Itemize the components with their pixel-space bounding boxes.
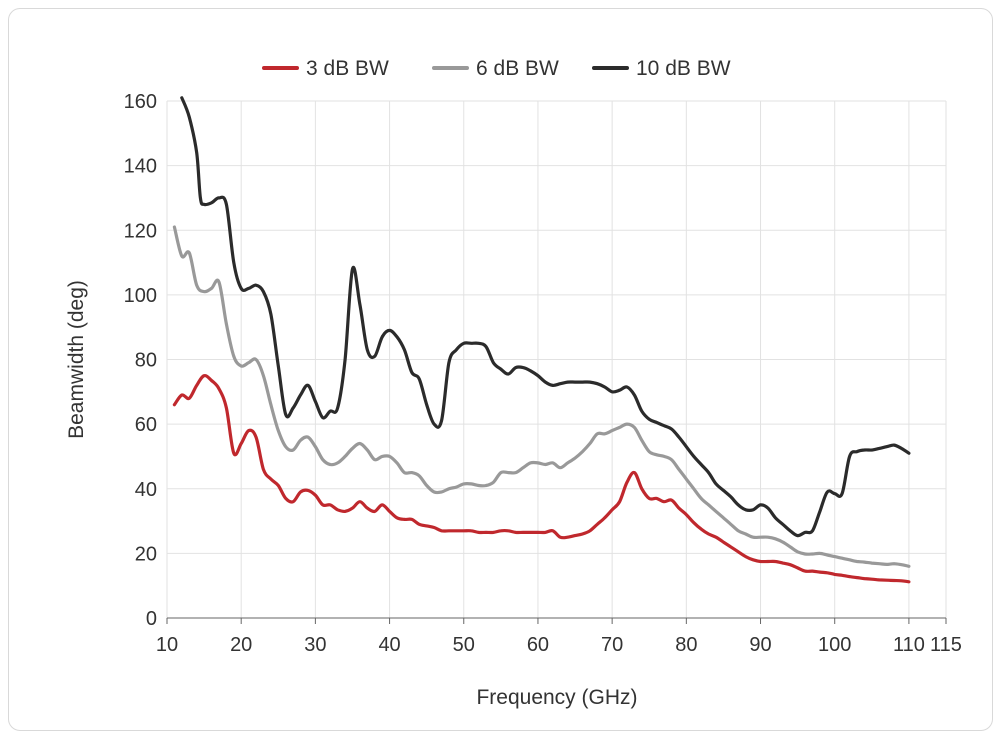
x-tick-label: 40 xyxy=(378,634,400,656)
y-tick-label: 20 xyxy=(135,543,157,565)
y-tick-label: 60 xyxy=(135,414,157,436)
legend-label: 6 dB BW xyxy=(476,57,559,80)
y-tick-label: 140 xyxy=(124,156,157,178)
y-tick-label: 80 xyxy=(135,350,157,372)
series-line-2 xyxy=(172,225,911,568)
series-lines xyxy=(172,96,911,584)
x-tick-label: 110 xyxy=(893,634,925,656)
x-tick-label: 90 xyxy=(749,634,771,656)
chart-card: 0 20 40 60 80 100 120 140 160 10 20 30 40 50 60 70 80 90 1… xyxy=(8,8,993,731)
y-tick-label: 0 xyxy=(146,608,157,630)
y-tick-label: 40 xyxy=(135,479,157,501)
legend-label: 10 dB BW xyxy=(636,57,731,80)
beamwidth-line-chart: 0 20 40 60 80 100 120 140 160 10 20 30 40 50 60 70 80 90 1… xyxy=(65,57,962,709)
y-tick-label: 100 xyxy=(124,285,157,307)
y-tick-label: 120 xyxy=(124,220,157,242)
y-axis-title: Beamwidth (deg) xyxy=(65,280,88,439)
x-tick-label: 70 xyxy=(601,634,623,656)
y-tick-label: 160 xyxy=(124,91,157,113)
x-tick-label: 115 xyxy=(930,634,962,656)
series-line-3 xyxy=(180,96,911,538)
x-tick-label: 50 xyxy=(453,634,475,656)
legend: 3 dB BW 6 dB BW 10 dB BW xyxy=(262,57,731,80)
x-tick-label: 30 xyxy=(304,634,326,656)
x-tick-label: 100 xyxy=(818,634,851,656)
grid xyxy=(166,100,947,619)
x-tick-label: 20 xyxy=(230,634,252,656)
axes: 0 20 40 60 80 100 120 140 160 10 20 30 40 50 60 70 80 90 1… xyxy=(124,91,962,656)
legend-label: 3 dB BW xyxy=(306,57,389,80)
x-axis-title: Frequency (GHz) xyxy=(476,686,637,709)
x-tick-label: 60 xyxy=(527,634,549,656)
series-line-1 xyxy=(172,373,911,584)
x-tick-label: 10 xyxy=(156,634,178,656)
x-tick-label: 80 xyxy=(675,634,697,656)
